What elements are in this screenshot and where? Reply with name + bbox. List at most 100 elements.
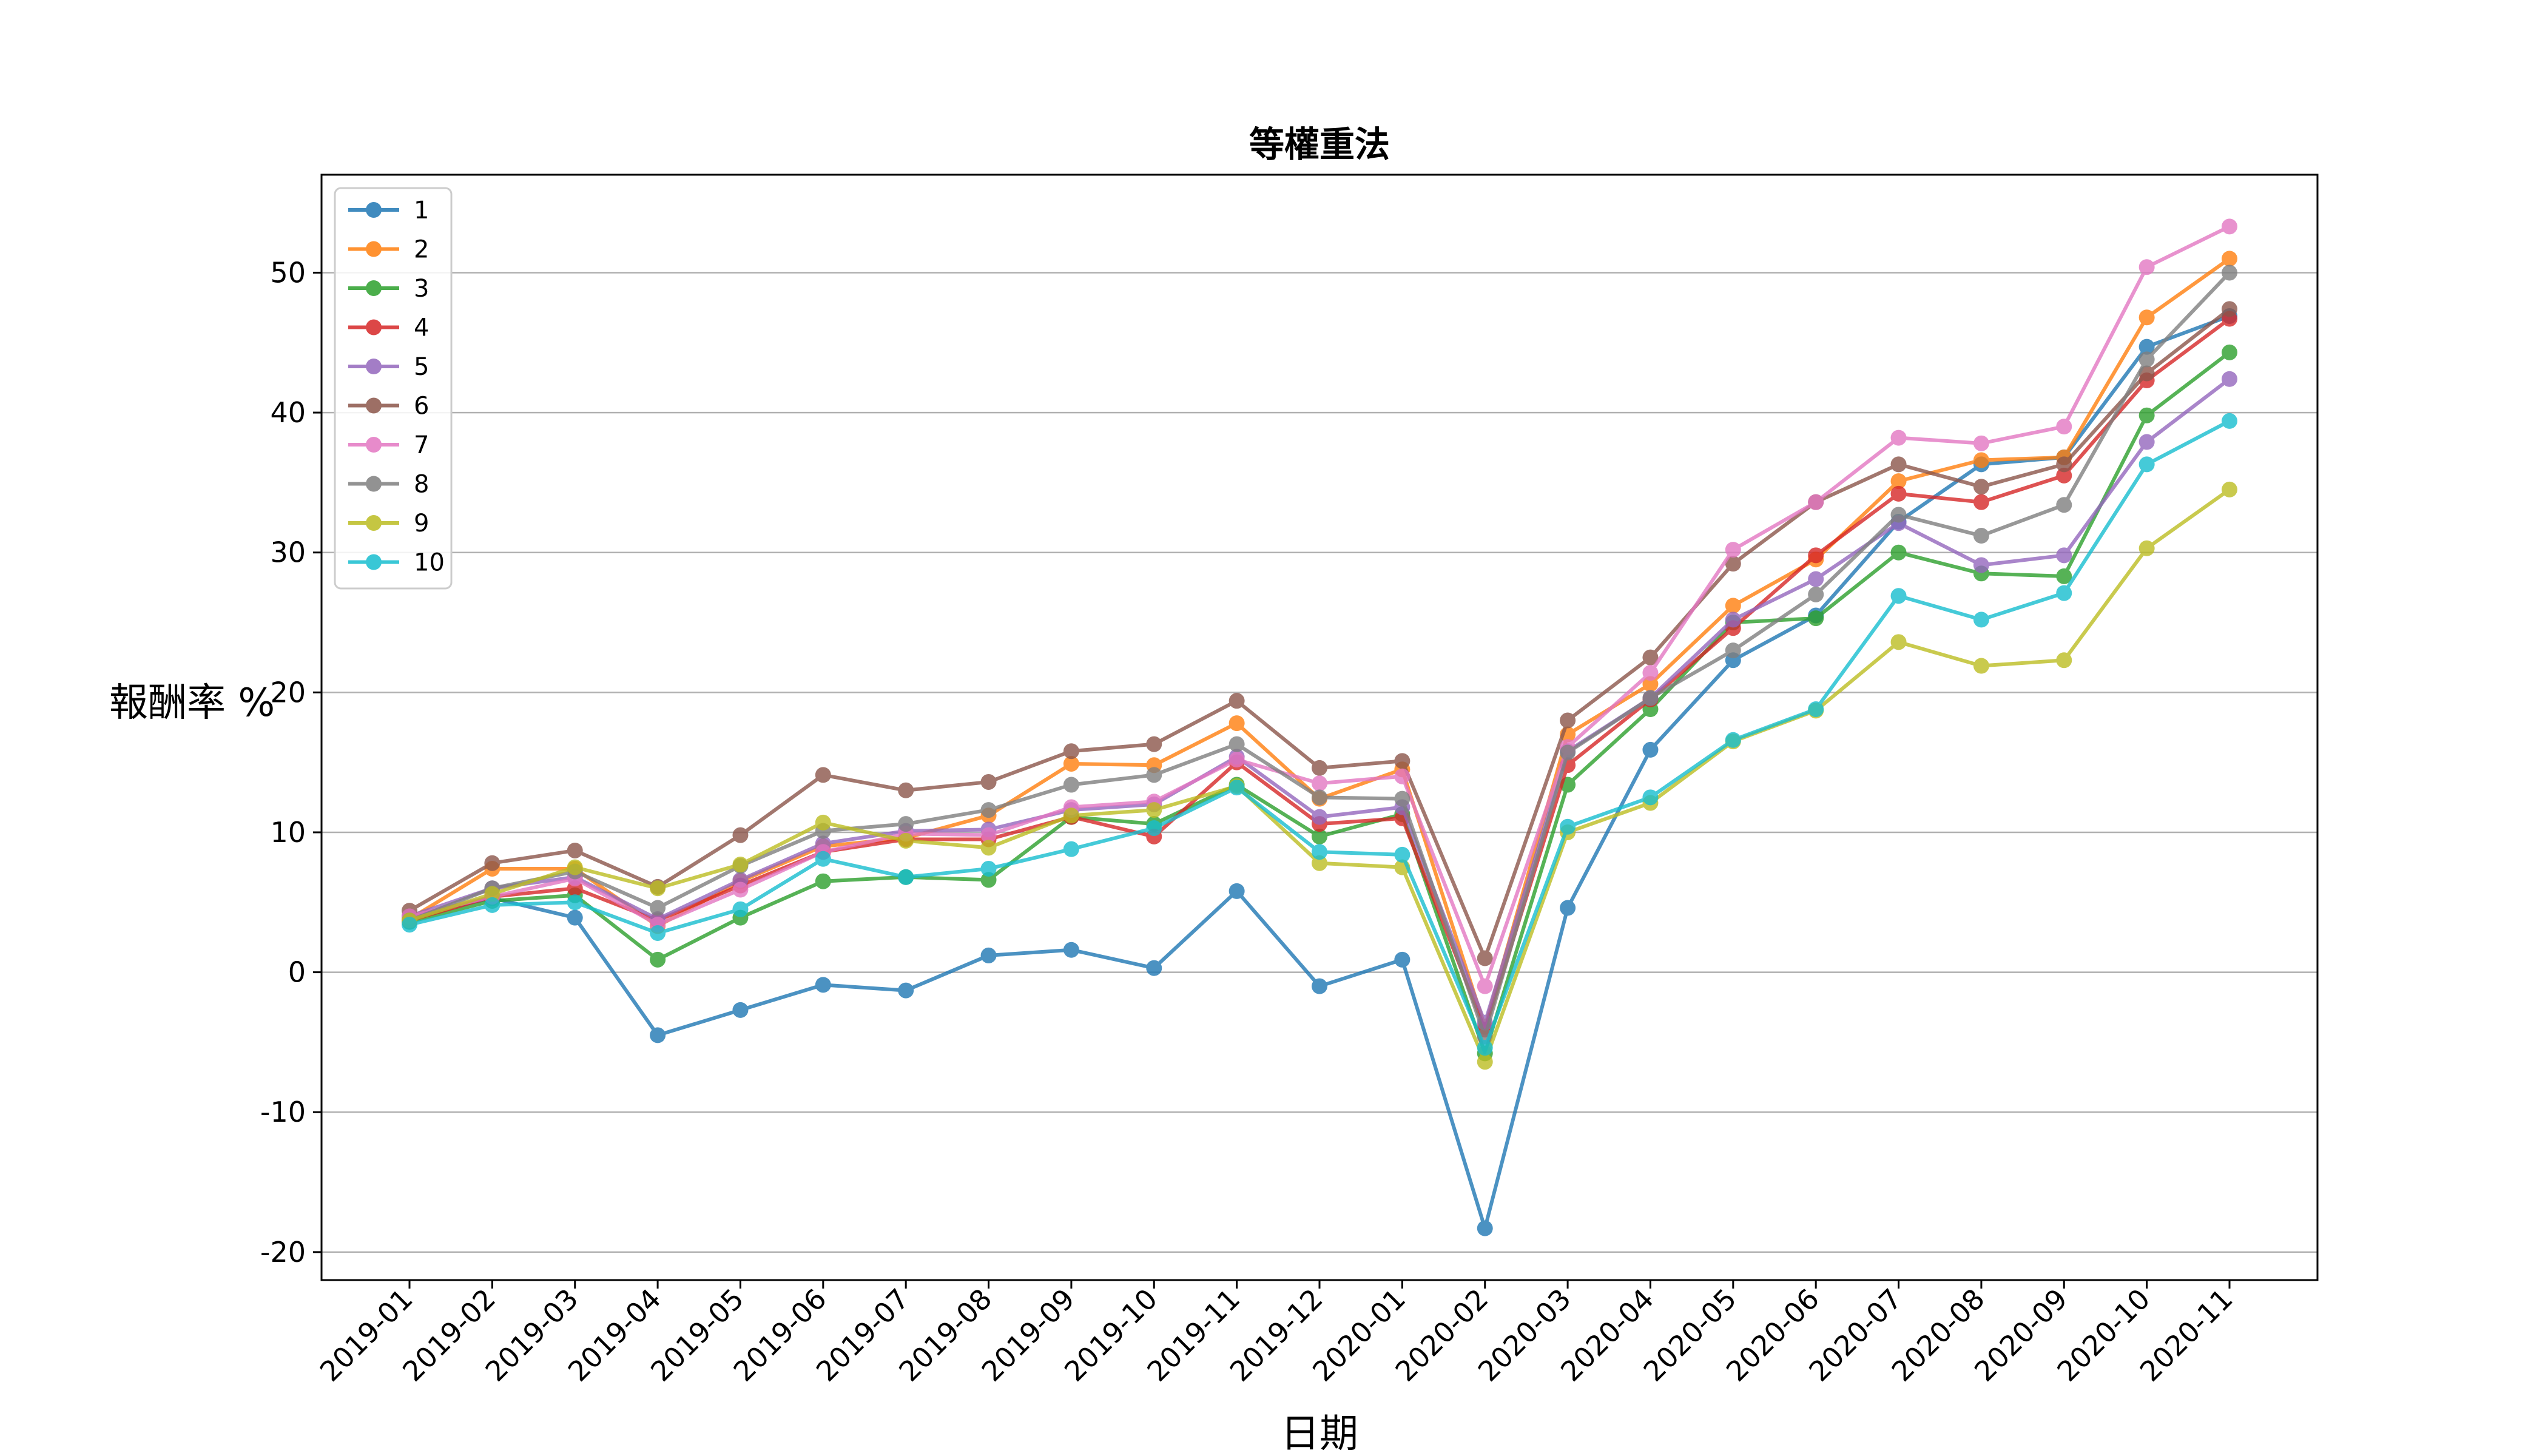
data-point (815, 873, 831, 889)
data-point (1063, 777, 1079, 793)
y-tick-label: 20 (270, 676, 306, 709)
data-point (1973, 435, 1989, 451)
legend-label: 10 (414, 549, 445, 577)
data-point (2138, 434, 2155, 450)
data-point (1808, 701, 1824, 718)
data-point (1146, 960, 1162, 976)
legend-label: 1 (414, 197, 429, 224)
data-point (1890, 456, 1907, 473)
y-tick-label: 10 (270, 816, 306, 849)
legend-label: 8 (414, 471, 429, 499)
data-point (898, 869, 914, 885)
data-point (567, 859, 583, 875)
data-point (1312, 809, 1327, 825)
y-tick-label: 40 (270, 396, 306, 429)
data-point (980, 872, 997, 888)
data-point (1560, 818, 1576, 835)
data-point (1312, 844, 1327, 860)
data-point (2138, 259, 2155, 275)
data-point (1890, 588, 1907, 604)
data-point (980, 802, 997, 818)
legend-swatch-marker (366, 359, 382, 374)
data-point (2056, 568, 2072, 584)
data-point (1725, 556, 1741, 572)
data-point (1642, 789, 1659, 806)
data-point (1394, 768, 1410, 784)
legend-label: 4 (414, 314, 429, 342)
data-point (2056, 497, 2072, 513)
data-point (1228, 883, 1245, 899)
data-point (2138, 540, 2155, 556)
data-point (732, 857, 749, 873)
data-point (650, 900, 666, 916)
data-point (815, 977, 831, 993)
data-point (1228, 693, 1245, 709)
data-point (2056, 585, 2072, 601)
data-point (732, 827, 749, 843)
data-point (1063, 942, 1079, 958)
legend-swatch-marker (366, 515, 382, 531)
data-point (1808, 494, 1824, 510)
legend: 1 2 3 4 5 6 7 8 9 10 (334, 187, 453, 590)
data-point (2222, 218, 2237, 235)
data-point (1312, 775, 1327, 792)
y-ticks: -20 -10 0 10 20 30 40 50 (260, 256, 322, 1269)
data-point (650, 880, 666, 897)
data-point (650, 1027, 666, 1043)
legend-label: 2 (414, 236, 429, 264)
data-point (1973, 494, 1989, 510)
data-point (815, 814, 831, 831)
data-point (1642, 665, 1659, 681)
data-point (1973, 479, 1989, 495)
data-point (484, 886, 500, 902)
data-point (1642, 649, 1659, 666)
data-point (980, 827, 997, 843)
data-point (732, 881, 749, 898)
legend-swatch-marker (366, 476, 382, 492)
legend-item (348, 202, 399, 218)
data-point (898, 982, 914, 999)
x-axis-label: 日期 (1281, 1412, 1358, 1456)
data-point (1146, 767, 1162, 783)
data-point (2056, 456, 2072, 473)
data-point (1063, 841, 1079, 857)
data-point (2222, 265, 2237, 281)
series-lines (402, 218, 2237, 1236)
data-point (1725, 612, 1741, 628)
data-point (1560, 900, 1576, 916)
data-point (1890, 485, 1907, 502)
data-point (2056, 419, 2072, 435)
data-point (1642, 676, 1659, 692)
data-point (2138, 456, 2155, 473)
data-point (980, 774, 997, 790)
data-point (980, 840, 997, 856)
data-point (2222, 371, 2237, 387)
data-point (1642, 741, 1659, 758)
legend-item (348, 241, 399, 257)
data-point (1228, 715, 1245, 732)
data-point (1477, 1040, 1493, 1056)
grid (322, 272, 2317, 1253)
data-point (2138, 339, 2155, 355)
legend-swatch-marker (366, 319, 382, 335)
data-point (732, 1002, 749, 1018)
data-point (1063, 743, 1079, 760)
data-point (484, 897, 500, 913)
data-point (1725, 598, 1741, 614)
data-point (1394, 951, 1410, 968)
data-point (1063, 807, 1079, 824)
legend-label: 5 (414, 353, 429, 381)
legend-label: 9 (414, 510, 429, 538)
data-point (1725, 542, 1741, 558)
legend-item (348, 397, 399, 414)
legend-item (348, 280, 399, 296)
data-point (732, 901, 749, 917)
data-point (1477, 1054, 1493, 1070)
data-point (2222, 413, 2237, 429)
data-point (1808, 586, 1824, 602)
y-tick-label: -10 (260, 1096, 306, 1128)
data-point (2222, 301, 2237, 317)
data-point (1973, 658, 1989, 674)
data-point (1312, 978, 1327, 994)
